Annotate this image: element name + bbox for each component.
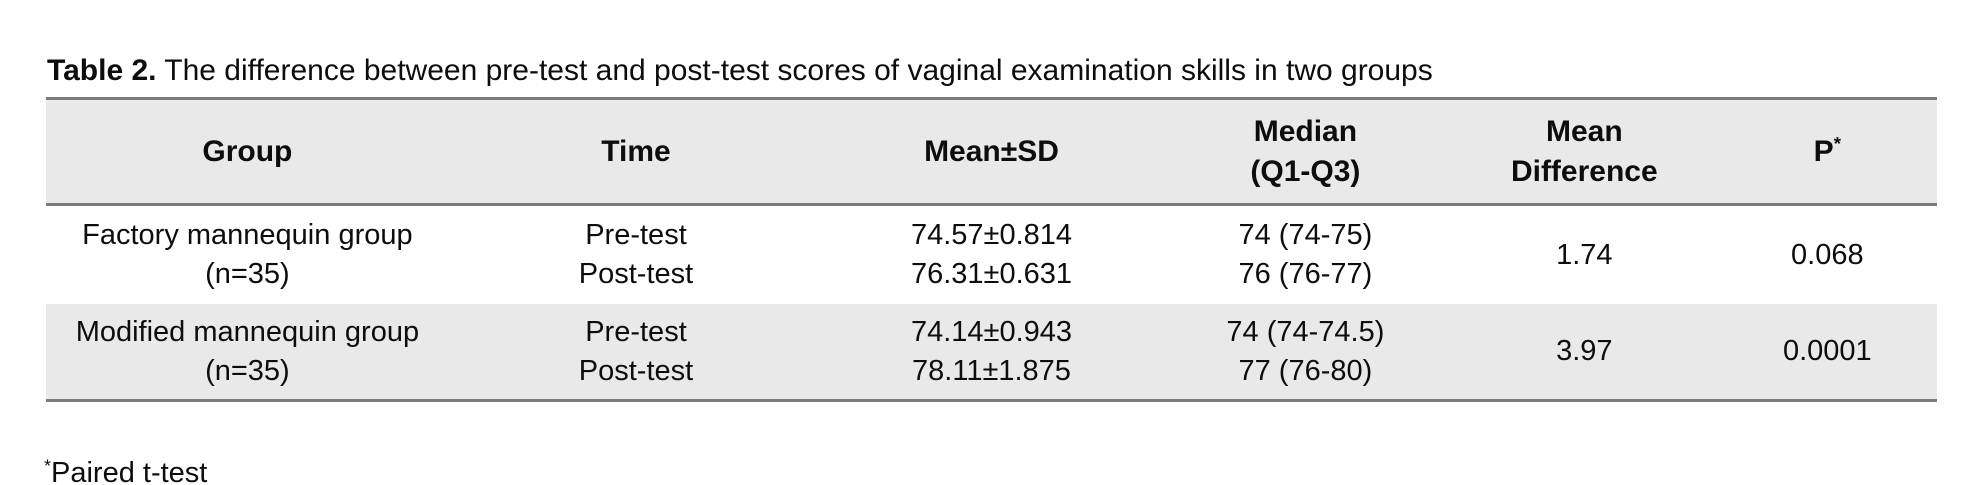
- column-header-group: Group: [46, 99, 449, 205]
- median-cell: 74 (74-74.5) 77 (76-80): [1160, 304, 1451, 401]
- mean-sd-pretest: 74.57±0.814: [910, 219, 1073, 251]
- table-caption: Table 2. The difference between pre-test…: [47, 50, 1433, 92]
- group-n: (n=35): [205, 258, 290, 290]
- time-posttest: Post-test: [578, 258, 694, 290]
- group-name: Modified mannequin group: [75, 315, 420, 348]
- mean-sd-posttest: 78.11±1.875: [912, 354, 1071, 387]
- table-caption-text: The difference between pre-test and post…: [164, 54, 1433, 87]
- p-value-cell: 0.0001: [1782, 335, 1872, 367]
- group-cell: Factory mannequin group (n=35): [46, 205, 449, 305]
- column-header-mean-difference-line2: Difference: [1510, 154, 1658, 188]
- column-header-p-label: P: [1813, 134, 1834, 168]
- mean-sd-pretest: 74.14±0.943: [910, 315, 1073, 348]
- footnote-asterisk: *: [44, 455, 51, 476]
- median-pretest: 74 (74-75): [1238, 219, 1373, 251]
- p-superscript-asterisk: *: [1833, 132, 1841, 154]
- table-caption-label: Table 2.: [47, 54, 157, 87]
- time-pretest: Pre-test: [585, 315, 687, 348]
- results-table: Group Time Mean±SD Median (Q1-Q3) Mean D…: [46, 97, 1937, 402]
- time-posttest: Post-test: [578, 354, 694, 387]
- column-header-mean-difference-line1: Mean: [1545, 114, 1623, 148]
- column-header-time-label: Time: [601, 134, 671, 168]
- table-body: Factory mannequin group (n=35) Pre-test …: [46, 205, 1937, 401]
- time-cell: Pre-test Post-test: [449, 304, 823, 401]
- column-header-mean-sd-label: Mean±SD: [924, 134, 1059, 168]
- p-value-cell: 0.068: [1791, 238, 1864, 271]
- mean-sd-cell: 74.14±0.943 78.11±1.875: [823, 304, 1160, 401]
- column-header-median-line2: (Q1-Q3): [1250, 154, 1361, 188]
- header-row: Group Time Mean±SD Median (Q1-Q3) Mean D…: [46, 98, 1937, 205]
- mean-difference-cell: 3.97: [1556, 335, 1613, 367]
- group-name: Factory mannequin group: [82, 219, 413, 251]
- column-header-p: P*: [1718, 99, 1937, 205]
- mean-sd-cell: 74.57±0.814 76.31±0.631: [823, 205, 1160, 305]
- column-header-median: Median (Q1-Q3): [1160, 99, 1451, 205]
- table-row-factory-group: Factory mannequin group (n=35) Pre-test …: [46, 205, 1937, 305]
- table-header: Group Time Mean±SD Median (Q1-Q3) Mean D…: [46, 98, 1937, 205]
- mean-sd-posttest: 76.31±0.631: [910, 258, 1073, 290]
- mean-difference-cell: 1.74: [1556, 238, 1613, 271]
- time-cell: Pre-test Post-test: [449, 205, 823, 305]
- footnote-text: Paired t-test: [51, 457, 208, 485]
- column-header-group-label: Group: [202, 134, 293, 168]
- median-pretest: 74 (74-74.5): [1226, 315, 1385, 348]
- table-footnote: *Paired t-test: [44, 453, 207, 485]
- group-n: (n=35): [205, 354, 290, 387]
- time-pretest: Pre-test: [585, 219, 687, 251]
- median-posttest: 77 (76-80): [1238, 354, 1373, 387]
- column-header-mean-sd: Mean±SD: [823, 99, 1160, 205]
- table-row-modified-group: Modified mannequin group (n=35) Pre-test…: [46, 304, 1937, 401]
- median-posttest: 76 (76-77): [1238, 258, 1373, 290]
- column-header-median-line1: Median: [1253, 114, 1358, 148]
- median-cell: 74 (74-75) 76 (76-77): [1160, 205, 1451, 305]
- column-header-time: Time: [449, 99, 823, 205]
- column-header-mean-difference: Mean Difference: [1451, 99, 1718, 205]
- group-cell: Modified mannequin group (n=35): [46, 304, 449, 401]
